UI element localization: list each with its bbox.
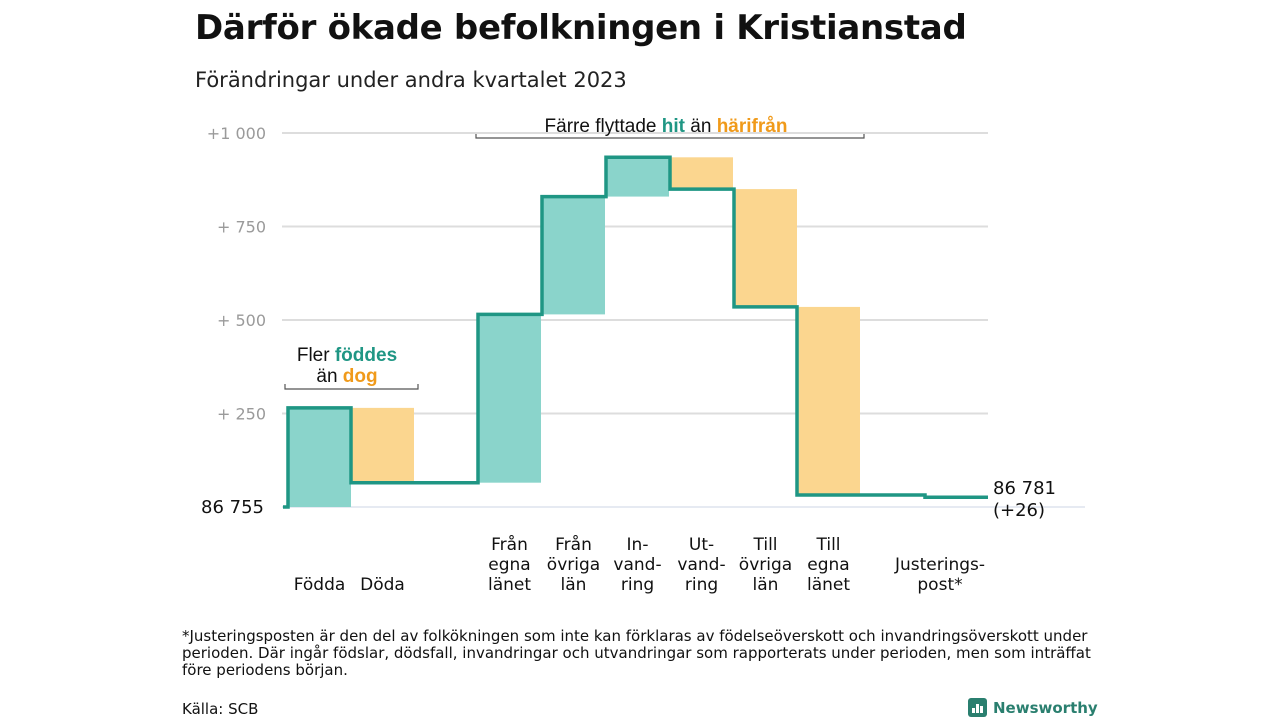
waterfall-bar bbox=[606, 157, 669, 197]
category-label: Ut- bbox=[689, 535, 714, 555]
end-value-label: (+26) bbox=[993, 500, 1045, 521]
waterfall-bar bbox=[797, 306, 860, 496]
waterfall-bar bbox=[734, 189, 797, 307]
category-label: vand- bbox=[677, 555, 725, 575]
category-label: län bbox=[753, 575, 779, 595]
waterfall-bar bbox=[478, 314, 541, 483]
chart-title: Därför ökade befolkningen i Kristianstad bbox=[195, 8, 967, 48]
category-label: vand- bbox=[613, 555, 661, 575]
waterfall-bar bbox=[288, 407, 351, 507]
annotation-migration-segment: än bbox=[685, 116, 717, 137]
y-tick-label: + 750 bbox=[217, 218, 266, 237]
category-label: egna bbox=[807, 555, 849, 575]
category-label: Justerings- bbox=[894, 555, 985, 575]
category-label: Från bbox=[555, 534, 592, 555]
category-label: Födda bbox=[294, 575, 346, 595]
annotation-births-deaths: än dog bbox=[316, 366, 377, 387]
chart-subtitle: Förändringar under andra kvartalet 2023 bbox=[195, 68, 627, 92]
annotation-migration-segment: Färre flyttade bbox=[545, 116, 662, 137]
annotation-bracket bbox=[475, 134, 865, 139]
annotation-births-deaths-segment: än bbox=[316, 366, 342, 387]
category-label: Till bbox=[752, 535, 777, 555]
category-label: Till bbox=[815, 535, 840, 555]
source-label: Källa: SCB bbox=[182, 700, 259, 718]
category-label: län bbox=[561, 575, 587, 595]
category-label: ring bbox=[685, 575, 718, 595]
start-value-label: 86 755 bbox=[201, 497, 264, 518]
waterfall-bar bbox=[542, 196, 605, 315]
waterfall-bar bbox=[670, 157, 733, 190]
category-label: övriga bbox=[739, 555, 792, 575]
brand-name: Newsworthy bbox=[993, 698, 1098, 717]
y-tick-label: + 250 bbox=[217, 405, 266, 424]
waterfall-step-line bbox=[283, 155, 988, 509]
category-label: In- bbox=[627, 535, 649, 555]
category-label: Döda bbox=[360, 575, 405, 595]
y-tick-label: +1 000 bbox=[207, 124, 266, 143]
end-value-label: 86 781 bbox=[993, 478, 1056, 499]
y-tick-label: + 500 bbox=[217, 311, 266, 330]
annotation-migration-segment: härifrån bbox=[717, 116, 788, 137]
category-label: egna bbox=[488, 555, 530, 575]
newsworthy-logo-icon bbox=[968, 698, 987, 717]
annotation-births-deaths: Fler föddes bbox=[297, 345, 397, 366]
category-label: länet bbox=[807, 575, 850, 595]
annotation-births-deaths-segment: föddes bbox=[335, 345, 397, 366]
annotation-migration: Färre flyttade hit än härifrån bbox=[545, 116, 788, 137]
category-label: post* bbox=[917, 575, 962, 595]
category-label: övriga bbox=[547, 555, 600, 575]
annotation-migration-segment: hit bbox=[662, 116, 686, 137]
footnote: *Justeringsposten är den del av folkökni… bbox=[182, 627, 1091, 679]
category-label: Från bbox=[491, 534, 528, 555]
category-label: länet bbox=[488, 575, 531, 595]
waterfall-bar bbox=[351, 407, 414, 483]
annotation-births-deaths-segment: Fler bbox=[297, 345, 335, 366]
annotation-bracket bbox=[284, 384, 419, 390]
brand-logo: Newsworthy bbox=[968, 698, 1098, 717]
category-label: ring bbox=[621, 575, 654, 595]
annotation-births-deaths-segment: dog bbox=[343, 366, 378, 387]
